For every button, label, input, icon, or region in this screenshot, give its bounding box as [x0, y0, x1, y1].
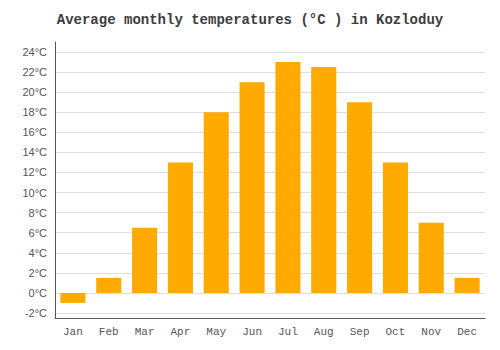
svg-text:Sep: Sep — [350, 326, 370, 338]
svg-text:4°C: 4°C — [29, 247, 48, 259]
svg-text:May: May — [206, 326, 226, 338]
svg-text:Mar: Mar — [135, 326, 155, 338]
svg-text:Aug: Aug — [314, 326, 334, 338]
svg-text:Dec: Dec — [457, 326, 477, 338]
svg-text:Jan: Jan — [63, 326, 83, 338]
svg-text:Average monthly temperatures (: Average monthly temperatures (°C ) in Ko… — [57, 12, 444, 28]
svg-text:Oct: Oct — [386, 326, 406, 338]
svg-text:Nov: Nov — [421, 326, 441, 338]
svg-text:Apr: Apr — [171, 326, 191, 338]
svg-text:-2°C: -2°C — [25, 307, 47, 319]
svg-text:2°C: 2°C — [29, 267, 48, 279]
svg-text:Jun: Jun — [242, 326, 262, 338]
svg-text:6°C: 6°C — [29, 227, 48, 239]
svg-text:24°C: 24°C — [22, 46, 47, 58]
svg-text:10°C: 10°C — [22, 187, 47, 199]
svg-text:22°C: 22°C — [22, 66, 47, 78]
svg-text:20°C: 20°C — [22, 86, 47, 98]
svg-text:Jul: Jul — [278, 326, 298, 338]
svg-text:18°C: 18°C — [22, 106, 47, 118]
svg-text:12°C: 12°C — [22, 166, 47, 178]
svg-text:0°C: 0°C — [29, 287, 48, 299]
svg-text:8°C: 8°C — [29, 207, 48, 219]
svg-text:Feb: Feb — [99, 326, 119, 338]
svg-text:16°C: 16°C — [22, 126, 47, 138]
svg-text:14°C: 14°C — [22, 146, 47, 158]
